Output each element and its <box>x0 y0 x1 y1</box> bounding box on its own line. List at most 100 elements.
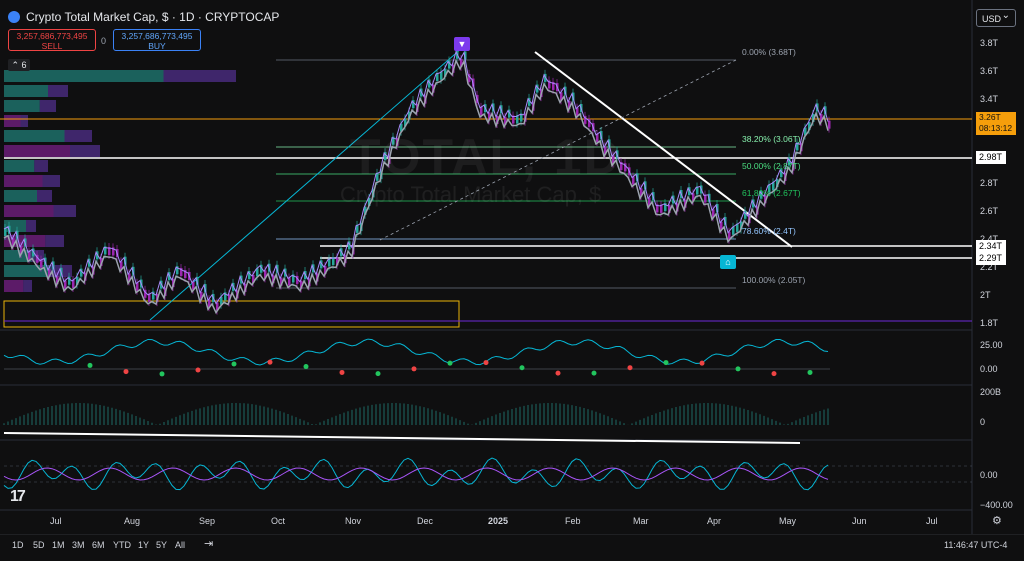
candle-body <box>660 204 663 213</box>
timeframe-1m-button[interactable]: 1M <box>52 540 65 550</box>
volume-profile-bar <box>4 280 24 292</box>
price-tick: 1.8T <box>980 318 999 328</box>
candle-body <box>808 122 811 131</box>
price-tick: 2.4T <box>980 234 999 244</box>
candle-body <box>512 115 515 124</box>
osc1-tick: 0.00 <box>980 364 998 374</box>
candle-body <box>112 247 115 256</box>
candle-body <box>328 258 331 267</box>
candle-body <box>552 81 555 90</box>
volume-profile-bar <box>4 190 37 202</box>
timeframe-ytd-button[interactable]: YTD <box>113 540 131 550</box>
crypto-icon <box>8 11 20 23</box>
time-tick: Sep <box>199 516 216 526</box>
price-tick: 3.8T <box>980 38 999 48</box>
candle-body <box>292 274 295 283</box>
time-tick: Jun <box>852 516 867 526</box>
candle-body <box>576 107 579 116</box>
candle-body <box>776 179 779 188</box>
trendline <box>3 432 801 444</box>
osc2-tick: 200B <box>980 387 1002 397</box>
candle-body <box>668 204 671 213</box>
candle-body <box>104 246 107 255</box>
candle-body <box>288 277 291 286</box>
candle-body <box>760 190 763 199</box>
candle-body <box>320 260 323 269</box>
candle-body <box>472 78 475 87</box>
candle-body <box>468 73 471 82</box>
signal-dot <box>123 369 129 375</box>
volume-profile-bar <box>163 70 236 82</box>
timeframe-5y-button[interactable]: 5Y <box>156 540 168 550</box>
candle-body <box>404 118 407 127</box>
candle-body <box>56 276 59 285</box>
price-tick: 2.2T <box>980 262 999 272</box>
candle-body <box>224 292 227 301</box>
time-tick: 2025 <box>488 516 509 526</box>
volume-profile-bar <box>4 205 54 217</box>
candle-body <box>280 277 283 286</box>
fib-label: 61.80% (2.67T) <box>742 188 801 198</box>
candle-body <box>332 257 335 266</box>
bar-countdown: 08:13:12 <box>979 123 1013 133</box>
candle-body <box>480 106 483 115</box>
candle-body <box>612 155 615 164</box>
candle-body <box>296 275 299 284</box>
signal-dot <box>735 366 741 372</box>
symbol-title[interactable]: Crypto Total Market Cap, $ · 1D · CRYPTO… <box>8 10 279 24</box>
tradingview-logo-icon[interactable]: 17 <box>10 488 26 505</box>
bottom-toolbar <box>0 534 1024 561</box>
date-range-icon[interactable]: ⇥ <box>204 538 214 550</box>
candle-body <box>124 256 127 265</box>
fib-label: 50.00% (2.87T) <box>742 161 801 171</box>
buy-button[interactable]: 3,257,686,773,495 BUY <box>113 29 201 51</box>
osc3-tick: 0.00 <box>980 470 998 480</box>
candle-body <box>400 123 403 132</box>
signal-dot <box>159 371 165 377</box>
candle-body <box>260 264 263 273</box>
timeframe-3m-button[interactable]: 3M <box>72 540 85 550</box>
candle-body <box>796 142 799 151</box>
sell-button[interactable]: 3,257,686,773,495 SELL <box>8 29 96 51</box>
indicators-toggle-button[interactable]: ⌃ 6 <box>8 59 30 71</box>
volume-profile-bar <box>34 160 48 172</box>
candle-body <box>508 109 511 118</box>
candle-body <box>252 274 255 283</box>
timeframe-1y-button[interactable]: 1Y <box>138 540 150 550</box>
candle-body <box>656 204 659 213</box>
timeframe-6m-button[interactable]: 6M <box>92 540 105 550</box>
volume-profile-bar <box>4 130 65 142</box>
volume-profile-bar <box>20 115 28 127</box>
candle-body <box>300 280 303 289</box>
time-tick: Jul <box>50 516 62 526</box>
lock-marker-icon[interactable]: ⌂ <box>720 255 736 269</box>
candle-body <box>764 195 767 204</box>
candle-body <box>704 194 707 203</box>
candle-body <box>496 115 499 124</box>
timeframe-1d-button[interactable]: 1D <box>12 540 24 550</box>
signal-dot <box>375 371 381 377</box>
sell-signal-marker-icon[interactable]: ▼ <box>454 37 470 51</box>
oscillator-line <box>3 457 829 491</box>
candle-body <box>528 97 531 106</box>
buy-label: BUY <box>148 41 166 51</box>
gear-icon[interactable]: ⚙ <box>992 515 1002 527</box>
candle-body <box>12 238 15 247</box>
volume-profile-bar <box>4 115 21 127</box>
level-tag: 2.34T <box>976 240 1006 253</box>
sell-label: SELL <box>41 41 63 51</box>
oscillator-line <box>3 338 829 366</box>
signal-dot <box>483 360 489 366</box>
timeframe-5d-button[interactable]: 5D <box>33 540 45 550</box>
candle-body <box>408 111 411 120</box>
signal-dot <box>591 370 597 376</box>
currency-select[interactable]: USD <box>976 7 1016 27</box>
candle-body <box>364 206 367 215</box>
timeframe-all-button[interactable]: All <box>175 540 186 550</box>
candle-body <box>148 293 151 302</box>
candle-body <box>248 270 251 279</box>
chevron-up-icon: ⌃ <box>11 60 19 70</box>
candle-body <box>768 184 771 193</box>
signal-dot <box>339 369 345 375</box>
